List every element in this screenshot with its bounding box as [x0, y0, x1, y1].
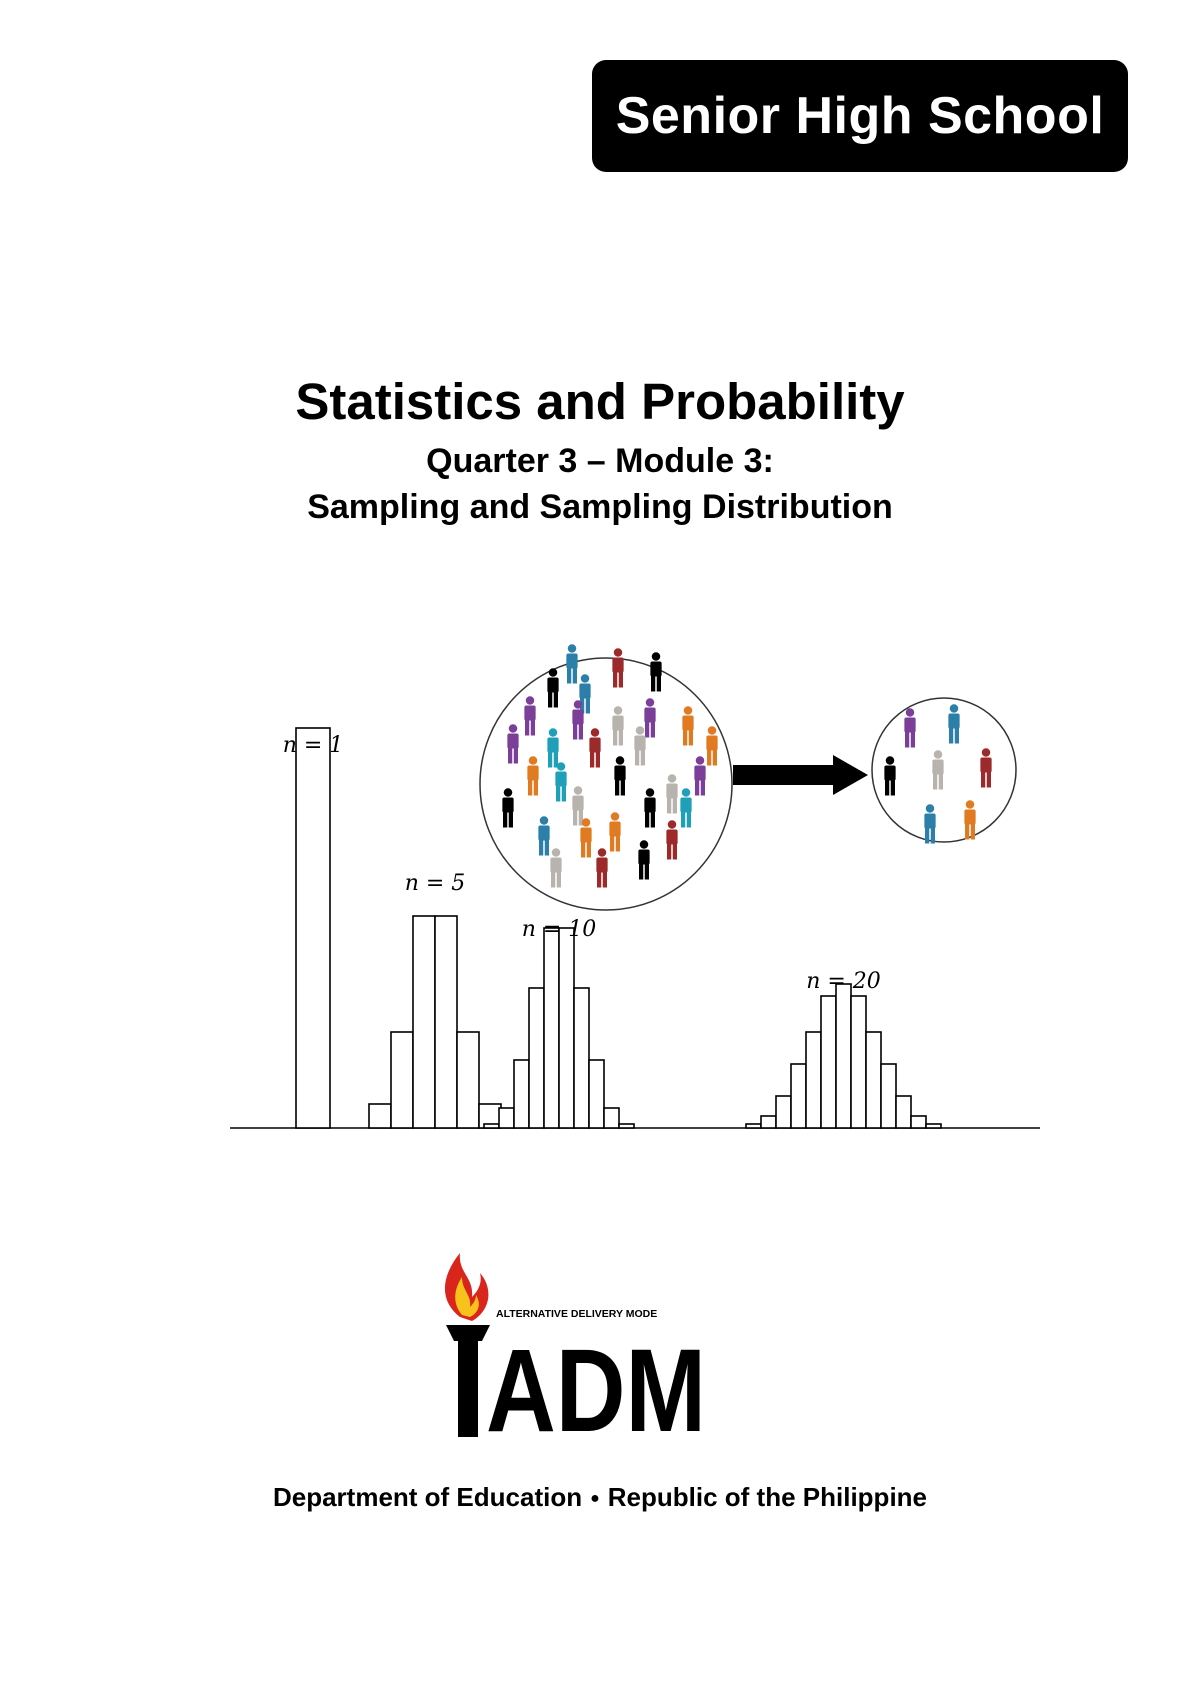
histogram-bar: [295, 727, 331, 1129]
person-icon: [614, 756, 626, 796]
bullet-separator: ●: [590, 1490, 600, 1508]
person-icon: [580, 818, 592, 858]
person-icon: [884, 756, 896, 796]
person-icon: [644, 698, 656, 738]
person-icon: [547, 728, 559, 768]
person-icon: [555, 762, 567, 802]
person-icon: [596, 848, 608, 888]
histogram-bar: [390, 1031, 414, 1129]
histogram-bar: [588, 1059, 605, 1129]
torch-icon: [446, 1325, 490, 1437]
histogram-bar: [805, 1031, 822, 1129]
adm-logo: ALTERNATIVE DELIVERY MODE ADM: [444, 1253, 706, 1445]
person-icon: [924, 804, 936, 844]
person-icon: [644, 788, 656, 828]
histogram-bar: [775, 1095, 792, 1129]
person-icon: [589, 728, 601, 768]
histogram-bar: [925, 1123, 942, 1129]
histogram-bar: [603, 1107, 620, 1129]
person-icon: [572, 786, 584, 826]
histogram-bar: [910, 1115, 927, 1129]
person-icon: [524, 696, 536, 736]
senior-high-school-badge: Senior High School: [592, 60, 1128, 172]
histogram-label: n = 1: [283, 733, 344, 758]
person-icon: [932, 750, 944, 790]
histogram-bar: [543, 927, 560, 1129]
person-icon: [550, 848, 562, 888]
histogram-bar: [865, 1031, 882, 1129]
person-icon: [634, 726, 646, 766]
histogram-bar: [745, 1123, 762, 1129]
person-icon: [538, 816, 550, 856]
arrow-right-icon: [733, 755, 868, 795]
histograms-group: n = 1 n = 5 n = 10 n = 20: [283, 727, 942, 1129]
histogram-bar: [558, 927, 575, 1129]
histogram-1: n = 1: [283, 727, 344, 1129]
person-icon: [948, 704, 960, 744]
sample-circle-icon: [871, 697, 1017, 844]
person-icon: [666, 820, 678, 860]
histogram-bar: [760, 1115, 777, 1129]
document-title: Statistics and Probability: [295, 373, 905, 430]
module-number: Quarter 3 – Module 3:: [426, 442, 774, 480]
person-icon: [566, 644, 578, 684]
histogram-bar: [895, 1095, 912, 1129]
person-icon: [609, 812, 621, 852]
person-icon: [666, 774, 678, 814]
department-text: Department of Education: [272, 1482, 583, 1512]
histogram-bar: [790, 1063, 807, 1129]
histogram-label: n = 20: [806, 969, 881, 994]
person-icon: [502, 788, 514, 828]
torch-flame-icon: [444, 1253, 489, 1321]
person-icon: [507, 724, 519, 764]
person-icon: [638, 840, 650, 880]
person-icon: [904, 708, 916, 748]
person-icon: [650, 652, 662, 692]
person-icon: [694, 756, 706, 796]
histogram-bar: [368, 1103, 392, 1129]
republic-text: Republic of the Philippine: [607, 1482, 928, 1512]
histogram-bar: [456, 1031, 480, 1129]
population-circle-icon: [479, 644, 733, 911]
histogram-bar: [434, 915, 458, 1129]
person-icon: [682, 706, 694, 746]
histogram-bar: [850, 995, 867, 1129]
badge-label: Senior High School: [615, 87, 1105, 145]
histogram-bar: [880, 1063, 897, 1129]
person-icon: [527, 756, 539, 796]
histogram-bar: [573, 987, 590, 1129]
logo-letters: ADM: [486, 1325, 706, 1445]
logo-tagline: ALTERNATIVE DELIVERY MODE: [496, 1308, 657, 1320]
sampling-distribution-figure: n = 1 n = 5 n = 10 n = 20: [230, 644, 1040, 1129]
module-topic: Sampling and Sampling Distribution: [307, 488, 893, 526]
person-icon: [572, 700, 584, 740]
person-icon: [579, 674, 591, 714]
histogram-bar: [483, 1123, 500, 1129]
histogram-bar: [412, 915, 436, 1129]
publisher-line: Department of Education ● Republic of the …: [0, 1482, 1200, 1513]
histogram-label: n = 10: [522, 917, 597, 942]
histogram-bar: [820, 995, 837, 1129]
histogram-bar: [528, 987, 545, 1129]
histogram-2: n = 5: [368, 871, 502, 1129]
histogram-bar: [498, 1107, 515, 1129]
person-icon: [964, 800, 976, 840]
person-icon: [612, 706, 624, 746]
person-icon: [680, 788, 692, 828]
person-icon: [612, 648, 624, 688]
histogram-bar: [835, 983, 852, 1129]
histogram-bar: [513, 1059, 530, 1129]
histogram-bar: [618, 1123, 635, 1129]
person-icon: [547, 668, 559, 708]
person-icon: [980, 748, 992, 788]
person-icon: [706, 726, 718, 766]
histogram-label: n = 5: [405, 871, 466, 896]
histogram-3: n = 10: [483, 917, 635, 1129]
histogram-4: n = 20: [745, 969, 942, 1129]
